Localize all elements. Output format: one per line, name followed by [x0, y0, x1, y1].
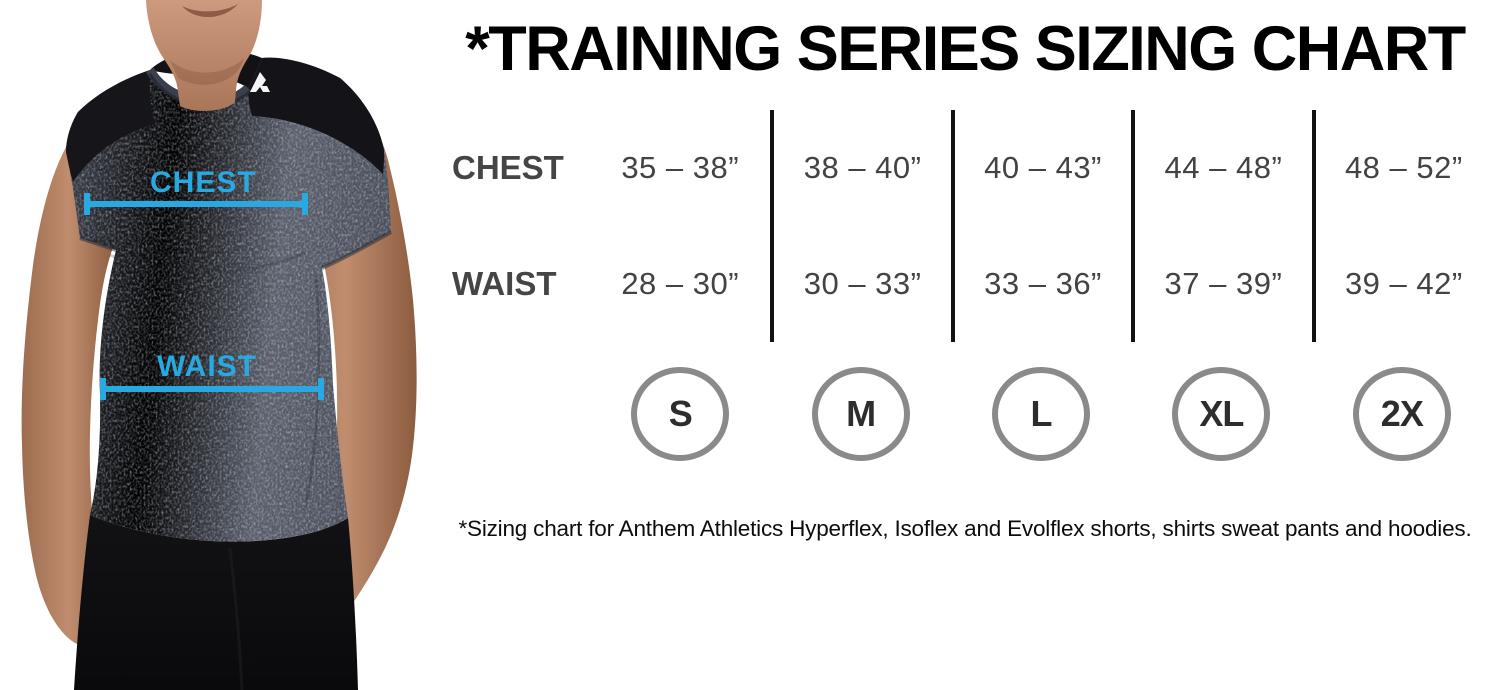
waist-measure-line [100, 378, 324, 400]
footnote: *Sizing chart for Anthem Athletics Hyper… [458, 516, 1472, 541]
model-face-neck [146, 0, 262, 111]
chest-measure-label: CHEST [150, 166, 257, 199]
chest-value-xl: 44 – 48” [1164, 150, 1283, 185]
row-label-chest: CHEST [452, 149, 564, 186]
row-label-spacer [438, 358, 590, 470]
chest-value-s: 35 – 38” [621, 150, 740, 185]
chest-value-2x: 48 – 52” [1344, 150, 1463, 185]
waist-value-xl: 37 – 39” [1164, 266, 1283, 301]
waist-measure-label: WAIST [157, 350, 257, 383]
heather-texture [66, 57, 391, 542]
size-column-2x: 48 – 52” 39 – 42” 2X [1311, 98, 1492, 470]
size-column-xl: 44 – 48” 37 – 39” XL [1131, 98, 1311, 470]
row-label-waist: WAIST [452, 265, 557, 302]
size-column-m: 38 – 40” 30 – 33” M [770, 98, 950, 470]
right-shoulder-panel [248, 57, 384, 175]
sizing-info-panel: *TRAINING SERIES SIZING CHART CHEST WAIS… [430, 0, 1500, 690]
model-shorts [74, 515, 358, 690]
size-column-l: 40 – 43” 33 – 36” L [950, 98, 1131, 470]
brand-a-icon [250, 72, 270, 92]
size-badge-xl-label: XL [1199, 393, 1244, 434]
product-photo: CHEST WAIST [0, 0, 430, 690]
shorts-fold-line [228, 547, 244, 690]
size-badge-m: M [811, 367, 910, 461]
chest-value-m: 38 – 40” [803, 150, 922, 185]
chest-value-l: 40 – 43” [984, 150, 1102, 185]
right-sleeve-hem [321, 230, 392, 270]
size-badge-s: S [631, 367, 730, 461]
sizing-table: CHEST WAIST 35 – 38” 28 – 30” S 38 – 40”… [438, 98, 1492, 470]
size-badge-2x: 2X [1352, 367, 1451, 461]
model-mouth [182, 4, 238, 18]
row-label-column: CHEST WAIST [438, 98, 590, 470]
size-badge-2x-label: 2X [1380, 393, 1424, 434]
shirt-fold-line [109, 251, 306, 274]
left-shoulder-panel [66, 70, 155, 182]
size-column-s: 35 – 38” 28 – 30” S [590, 98, 770, 470]
waist-value-2x: 39 – 42” [1344, 266, 1463, 301]
shirt-seam-line [304, 274, 321, 506]
waist-value-m: 30 – 33” [803, 266, 922, 301]
size-badge-m-label: M [846, 393, 876, 434]
waist-value-s: 28 – 30” [621, 266, 740, 301]
chin-shadow [170, 58, 244, 85]
page-title: *TRAINING SERIES SIZING CHART [465, 14, 1466, 84]
size-badge-l-label: L [1030, 393, 1053, 434]
size-badge-l: L [992, 367, 1091, 461]
size-badge-s-label: S [668, 393, 693, 434]
left-sleeve-hem [79, 236, 117, 252]
size-badge-xl: XL [1172, 367, 1271, 461]
waist-value-l: 33 – 36” [984, 266, 1102, 301]
model-photo-illustration [21, 0, 417, 690]
chest-measure-line [84, 193, 308, 215]
